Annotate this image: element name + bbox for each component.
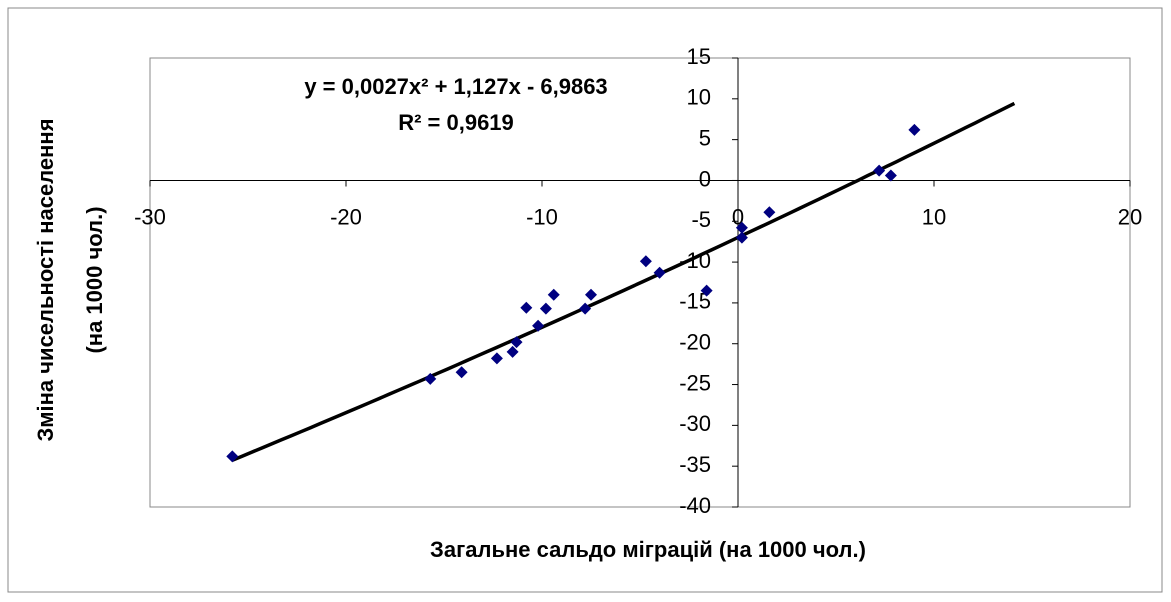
y-tick-label: 15 — [687, 44, 711, 69]
x-tick-label: 20 — [1118, 204, 1142, 229]
point — [884, 169, 897, 182]
point — [579, 302, 592, 315]
x-tick-label: 10 — [922, 204, 946, 229]
y-tick-label: -20 — [679, 330, 711, 355]
point — [639, 255, 652, 268]
y-tick-label: -40 — [679, 493, 711, 518]
point — [547, 288, 560, 301]
point — [873, 164, 886, 177]
y-axis-title: Зміна чисельності населення — [33, 118, 58, 441]
x-axis-title: Загальне сальдо міграцій (на 1000 чол.) — [430, 537, 866, 562]
y-tick-label: -30 — [679, 411, 711, 436]
point — [653, 266, 666, 279]
x-tick-label: -20 — [330, 204, 362, 229]
x-tick-label: -30 — [134, 204, 166, 229]
y-tick-label: -5 — [691, 207, 711, 232]
point — [735, 221, 748, 234]
point — [455, 366, 468, 379]
y-tick-label: 5 — [699, 125, 711, 150]
point — [506, 345, 519, 358]
point — [908, 123, 921, 136]
trend-equation: y = 0,0027x² + 1,127x - 6,9863 — [304, 74, 607, 99]
y-tick-label: 0 — [699, 166, 711, 191]
point — [510, 336, 523, 349]
point — [763, 206, 776, 219]
trendline — [231, 101, 1016, 462]
y-tick-label: -25 — [679, 370, 711, 395]
point — [490, 352, 503, 365]
trend-r2: R² = 0,9619 — [398, 110, 514, 135]
point — [700, 284, 713, 297]
point — [735, 231, 748, 244]
point — [532, 319, 545, 332]
point — [226, 450, 239, 463]
point — [520, 301, 533, 314]
point — [539, 302, 552, 315]
point — [424, 372, 437, 385]
y-axis-title: (на 1000 чол.) — [82, 206, 107, 353]
x-tick-label: -10 — [526, 204, 558, 229]
y-tick-label: 10 — [687, 85, 711, 110]
y-tick-label: -35 — [679, 452, 711, 477]
point — [585, 288, 597, 301]
